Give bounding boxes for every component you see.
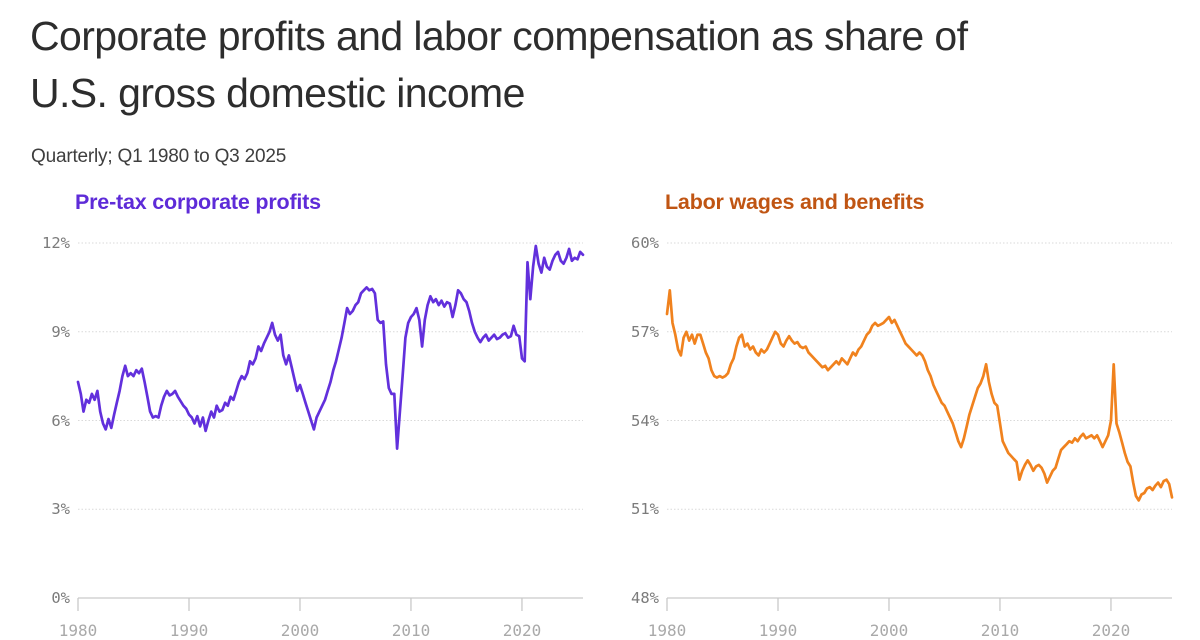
x-axis-tick-label: 1980 <box>58 621 98 640</box>
corporate-profits-line <box>76 244 585 450</box>
page-title-line-1: Corporate profits and labor compensation… <box>30 13 968 59</box>
x-axis-tick-label: 1990 <box>758 621 798 640</box>
x-axis-tick-label: 2000 <box>869 621 909 640</box>
y-axis-tick-label: 48% <box>631 589 659 607</box>
left-chart-title: Pre-tax corporate profits <box>75 190 321 214</box>
x-axis-tick-label: 2020 <box>502 621 542 640</box>
y-axis-tick-label: 57% <box>631 322 659 341</box>
y-axis-tick-label: 51% <box>631 500 659 519</box>
labor-compensation-line <box>665 288 1174 502</box>
y-axis-tick-label: 6% <box>51 411 70 430</box>
x-axis-tick-label: 2000 <box>280 621 320 640</box>
x-axis-tick-label: 2020 <box>1091 621 1131 640</box>
y-axis-tick-label: 0% <box>51 589 70 607</box>
x-axis-tick-label: 1990 <box>169 621 209 640</box>
y-axis-tick-label: 3% <box>51 500 70 519</box>
x-axis-tick-label: 2010 <box>391 621 431 640</box>
page-title: Corporate profits and labor compensation… <box>30 8 1180 122</box>
y-axis-tick-label: 60% <box>631 234 659 252</box>
y-axis-tick-label: 9% <box>51 322 70 341</box>
x-axis-tick-label: 1980 <box>647 621 687 640</box>
page-title-line-2: U.S. gross domestic income <box>30 70 525 116</box>
right-chart-title: Labor wages and benefits <box>665 190 925 214</box>
y-axis-tick-label: 54% <box>631 411 659 430</box>
chart-subtitle: Quarterly; Q1 1980 to Q3 2025 <box>31 146 287 167</box>
y-axis-tick-label: 12% <box>42 234 70 252</box>
x-axis-tick-label: 2010 <box>980 621 1020 640</box>
